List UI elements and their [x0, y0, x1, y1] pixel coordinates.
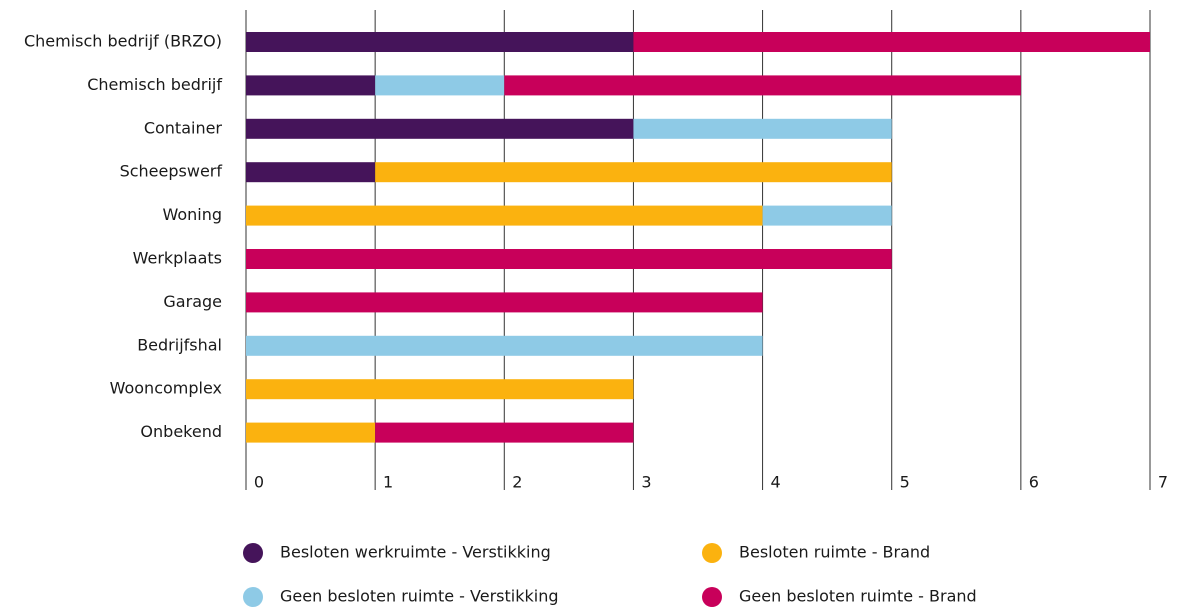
bar-segment [246, 162, 376, 183]
bar-segment [375, 75, 505, 96]
bar-segment [246, 292, 763, 313]
legend-marker [243, 587, 263, 607]
bar-segment [762, 205, 892, 226]
y-tick-label: Scheepswerf [120, 162, 223, 181]
y-tick-label: Wooncomplex [110, 379, 222, 398]
x-tick-label: 2 [512, 473, 522, 492]
bar-segment [633, 118, 892, 139]
legend-label: Besloten werkruimte - Verstikking [280, 543, 551, 562]
y-tick-label: Chemisch bedrijf [87, 75, 222, 94]
bar-segment [246, 32, 634, 52]
legend-marker [243, 543, 263, 563]
y-tick-label: Container [144, 118, 223, 137]
x-tick-label: 3 [641, 473, 651, 492]
y-tick-label: Woning [162, 205, 222, 224]
bar-segment [375, 162, 892, 183]
y-tick-label: Garage [163, 292, 222, 311]
x-tick-label: 7 [1158, 473, 1168, 492]
x-tick-label: 5 [900, 473, 910, 492]
bar-segment [246, 379, 634, 400]
legend-label: Besloten ruimte - Brand [739, 543, 930, 562]
bar-segment [246, 249, 892, 269]
legend-label: Geen besloten ruimte - Verstikking [280, 587, 559, 606]
bar-segment [246, 118, 634, 139]
y-tick-label: Bedrijfshal [137, 335, 222, 354]
x-tick-label: 0 [254, 473, 264, 492]
x-tick-label: 6 [1029, 473, 1039, 492]
legend-marker [702, 587, 722, 607]
x-tick-label: 4 [770, 473, 780, 492]
y-tick-label: Onbekend [140, 422, 222, 441]
bar-segment [633, 32, 1150, 52]
legend-label: Geen besloten ruimte - Brand [739, 587, 977, 606]
bar-segment [246, 205, 763, 226]
legend-marker [702, 543, 722, 563]
bar-segment [246, 335, 763, 356]
y-tick-label: Werkplaats [133, 249, 222, 268]
bar-segment [375, 422, 634, 443]
bar-segment [246, 75, 376, 96]
bar-segment [246, 422, 376, 443]
bar-segment [504, 75, 1021, 96]
y-tick-label: Chemisch bedrijf (BRZO) [24, 32, 222, 51]
x-tick-label: 1 [383, 473, 393, 492]
